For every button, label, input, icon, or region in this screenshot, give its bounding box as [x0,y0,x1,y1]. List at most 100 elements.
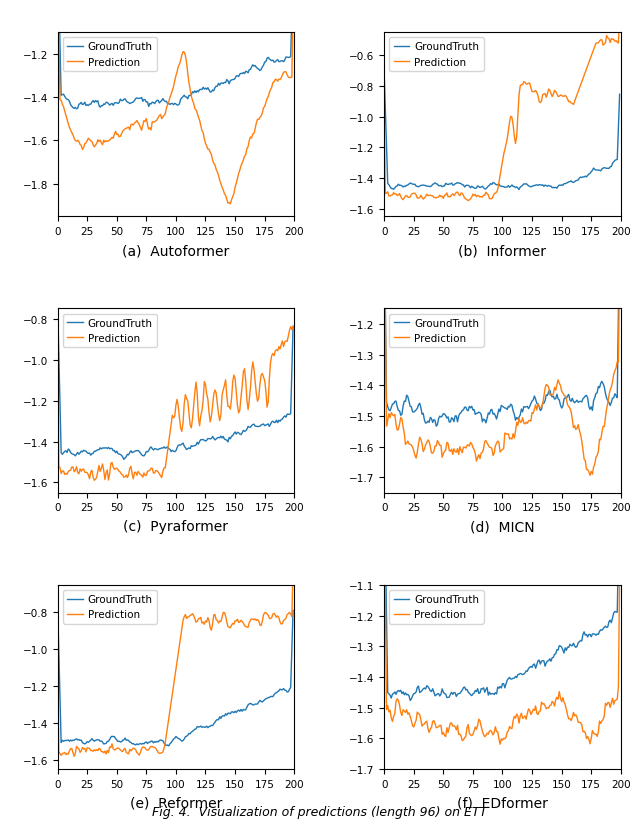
Prediction [289,562,297,572]
GroundTruth [424,417,432,427]
GroundTruth [605,617,613,627]
Prediction [289,323,297,332]
Prediction [616,571,623,581]
Line: GroundTruth: GroundTruth [58,605,293,746]
GroundTruth [424,182,432,192]
Line: GroundTruth: GroundTruth [384,73,620,190]
Prediction [63,470,71,480]
GroundTruth [444,413,452,423]
Legend: GroundTruth, Prediction: GroundTruth, Prediction [63,38,157,72]
Legend: GroundTruth, Prediction: GroundTruth, Prediction [389,314,484,348]
Prediction [63,748,71,758]
GroundTruth [63,448,71,458]
GroundTruth [68,449,76,459]
Legend: GroundTruth, Prediction: GroundTruth, Prediction [389,38,484,72]
GroundTruth [597,167,605,177]
Prediction [424,724,432,734]
GroundTruth [597,625,605,635]
GroundTruth [380,68,388,78]
GroundTruth [394,686,402,696]
GroundTruth [278,414,286,424]
X-axis label: (a)  Autoformer: (a) Autoformer [122,244,230,258]
GroundTruth [394,180,402,190]
GroundTruth [118,97,125,107]
Prediction [394,696,402,705]
GroundTruth [597,379,605,389]
GroundTruth [54,299,61,308]
GroundTruth [270,690,278,700]
GroundTruth [433,422,440,432]
Prediction [270,351,278,361]
GroundTruth [289,322,297,332]
Prediction [63,116,71,126]
Text: Fig. 4.  Visualization of predictions (length 96) on ETT: Fig. 4. Visualization of predictions (le… [152,805,488,818]
Prediction [380,115,388,125]
GroundTruth [426,684,433,694]
Line: Prediction: Prediction [384,482,620,744]
Prediction [99,460,106,470]
Prediction [443,437,451,447]
Prediction [68,743,76,753]
Prediction [597,435,605,445]
Prediction [390,189,397,198]
GroundTruth [63,735,71,745]
GroundTruth [116,450,124,460]
Prediction [380,477,388,487]
Prediction [278,619,286,629]
Prediction [90,476,98,485]
Prediction [118,746,125,756]
Line: GroundTruth: GroundTruth [384,467,620,700]
Line: Prediction: Prediction [58,312,293,480]
Prediction [270,78,278,88]
Prediction [380,189,388,199]
Line: Prediction: Prediction [384,194,620,476]
GroundTruth [68,103,76,112]
X-axis label: (d)  MICN: (d) MICN [470,519,535,533]
Prediction [270,609,278,619]
GroundTruth [390,399,397,409]
GroundTruth [116,737,124,747]
Prediction [54,307,61,317]
GroundTruth [54,600,61,609]
GroundTruth [289,605,297,615]
Prediction [605,698,613,708]
Line: Prediction: Prediction [58,0,293,204]
Prediction [278,71,286,81]
Prediction [394,425,402,435]
GroundTruth [270,418,278,428]
GroundTruth [99,102,106,112]
GroundTruth [165,741,173,751]
Prediction [289,2,297,12]
GroundTruth [616,485,623,495]
Prediction [616,12,623,22]
GroundTruth [443,180,451,190]
GroundTruth [120,455,128,465]
GroundTruth [605,165,613,174]
Prediction [70,752,78,762]
GroundTruth [515,185,523,195]
GroundTruth [616,90,623,100]
GroundTruth [390,185,397,195]
Line: Prediction: Prediction [58,567,293,757]
Line: GroundTruth: GroundTruth [58,304,293,460]
Prediction [443,189,451,198]
Prediction [424,435,432,445]
Prediction [616,254,623,264]
Prediction [99,747,106,757]
GroundTruth [380,462,388,472]
GroundTruth [68,736,76,746]
Prediction [597,36,605,45]
GroundTruth [278,685,286,695]
Prediction [116,132,124,142]
Prediction [54,649,61,659]
Prediction [424,191,432,201]
GroundTruth [97,736,105,746]
Prediction [465,196,472,206]
Legend: GroundTruth, Prediction: GroundTruth, Prediction [63,590,157,624]
GroundTruth [270,58,278,68]
GroundTruth [390,689,397,699]
Prediction [278,337,286,347]
Line: GroundTruth: GroundTruth [384,218,620,427]
Prediction [443,723,451,733]
Prediction [68,128,76,138]
